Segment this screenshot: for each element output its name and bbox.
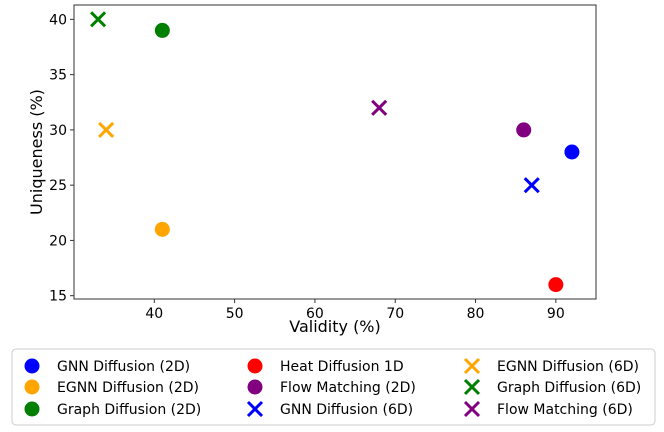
legend-marker <box>24 358 40 374</box>
y-tick-label: 20 <box>49 233 67 249</box>
axis-ticks: 40 50 60 70 80 90 15 20 25 30 35 40 <box>49 12 565 322</box>
plot-area <box>73 4 597 300</box>
legend-label: GNN Diffusion (6D) <box>280 402 413 418</box>
legend-label: Heat Diffusion 1D <box>280 359 404 375</box>
legend-marker <box>247 358 263 374</box>
data-point <box>548 277 564 293</box>
x-tick-label: 90 <box>547 306 565 322</box>
y-axis-label: Uniqueness (%) <box>27 89 46 215</box>
legend-box <box>11 348 656 426</box>
legend-marker <box>247 379 263 395</box>
legend-item: Graph Diffusion (6D) <box>463 378 641 396</box>
legend-item: GNN Diffusion (6D) <box>246 400 413 418</box>
legend: GNN Diffusion (2D) EGNN Diffusion (2D) Gra… <box>11 348 656 426</box>
legend-label: GNN Diffusion (2D) <box>57 359 190 375</box>
legend-label: Flow Matching (6D) <box>497 402 633 418</box>
data-point <box>90 11 107 28</box>
legend-marker <box>246 400 264 418</box>
legend-item: EGNN Diffusion (2D) <box>24 379 199 396</box>
legend-item: Flow Matching (2D) <box>247 379 416 396</box>
legend-marker <box>463 378 481 396</box>
legend-marker <box>463 400 481 418</box>
legend-marker <box>24 379 40 395</box>
y-tick-label: 30 <box>49 123 67 139</box>
y-tick-label: 15 <box>49 289 67 305</box>
data-point <box>154 221 170 237</box>
x-tick-label: 40 <box>145 306 163 322</box>
data-point <box>564 144 580 160</box>
y-tick-label: 35 <box>49 68 67 84</box>
legend-label: EGNN Diffusion (2D) <box>57 380 199 396</box>
x-axis-label: Validity (%) <box>289 317 381 336</box>
x-tick-label: 60 <box>306 306 324 322</box>
legend-item: EGNN Diffusion (6D) <box>463 357 639 375</box>
plot-frame <box>73 4 597 300</box>
y-tick-label: 40 <box>49 12 67 28</box>
y-tick-label: 25 <box>49 178 67 194</box>
legend-marker <box>463 357 481 375</box>
data-point <box>98 121 115 138</box>
legend-label: Flow Matching (2D) <box>280 380 416 396</box>
legend-label: Graph Diffusion (2D) <box>57 402 201 418</box>
legend-item: Flow Matching (6D) <box>463 400 633 418</box>
x-tick-label: 70 <box>386 306 404 322</box>
legend-item: GNN Diffusion (2D) <box>24 358 190 375</box>
x-tick-label: 80 <box>467 306 485 322</box>
x-tick-label: 50 <box>226 306 244 322</box>
data-point <box>154 22 170 38</box>
legend-label: EGNN Diffusion (6D) <box>497 359 639 375</box>
legend-marker <box>24 401 40 417</box>
legend-label: Graph Diffusion (6D) <box>497 380 641 396</box>
data-point <box>516 122 532 138</box>
data-point <box>371 99 388 116</box>
legend-item: Graph Diffusion (2D) <box>24 401 201 418</box>
data-point <box>523 177 540 194</box>
legend-item: Heat Diffusion 1D <box>247 358 404 375</box>
